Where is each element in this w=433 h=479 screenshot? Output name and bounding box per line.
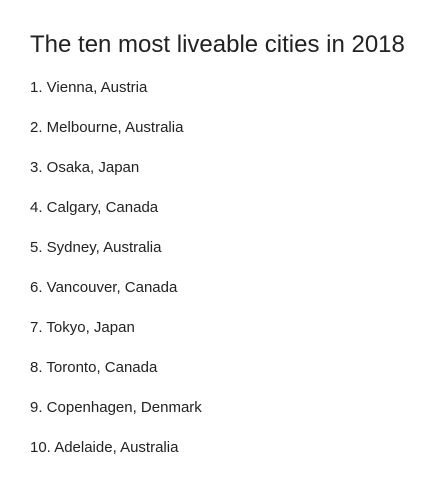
list-item: 2. Melbourne, Australia — [30, 119, 184, 136]
city-list: 1. Vienna, Austria 2. Melbourne, Austral… — [30, 79, 202, 479]
list-item: 10. Adelaide, Australia — [30, 439, 179, 456]
list-item: 9. Copenhagen, Denmark — [30, 399, 202, 416]
list-item: 8. Toronto, Canada — [30, 359, 158, 376]
list-item: 4. Calgary, Canada — [30, 199, 159, 216]
list-item: 6. Vancouver, Canada — [30, 279, 178, 296]
list-item: 1. Vienna, Austria — [30, 79, 148, 96]
list-item: 5. Sydney, Australia — [30, 239, 162, 256]
page-title: The ten most liveable cities in 2018 — [30, 31, 405, 58]
list-item: 3. Osaka, Japan — [30, 159, 140, 176]
list-item: 7. Tokyo, Japan — [30, 319, 135, 336]
